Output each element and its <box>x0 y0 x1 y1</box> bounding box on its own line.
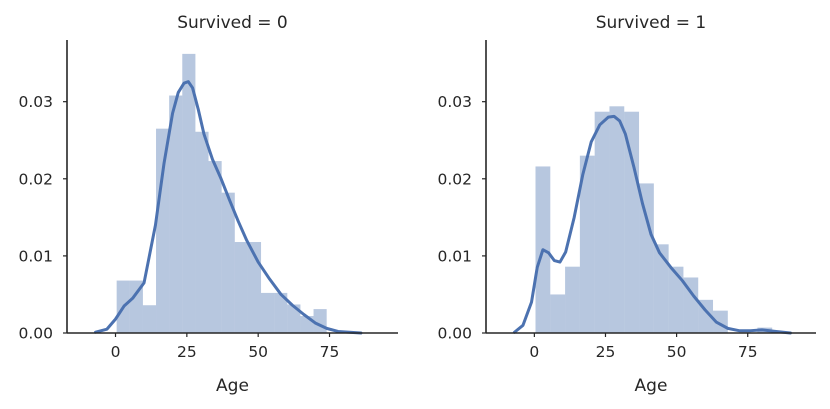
histogram-bar <box>639 183 654 333</box>
histogram-bar <box>221 192 235 333</box>
histogram-bar <box>208 161 222 333</box>
histogram-bar <box>624 111 640 334</box>
histogram-bar <box>683 277 699 333</box>
histogram-bar <box>653 244 669 333</box>
x-tick-label: 75 <box>320 343 340 361</box>
histogram-bar <box>668 266 684 333</box>
y-tick-label: 0.02 <box>18 170 53 188</box>
y-tick-label: 0.02 <box>437 170 472 188</box>
histogram-bar <box>565 266 580 333</box>
histogram-bar <box>129 280 143 333</box>
y-tick-label: 0.01 <box>437 247 472 265</box>
x-tick-label: 50 <box>248 343 268 361</box>
panel-title: Survived = 0 <box>177 13 288 33</box>
y-tick-label: 0.03 <box>437 93 472 111</box>
x-tick-label: 25 <box>177 343 197 361</box>
x-tick-label: 0 <box>111 343 121 361</box>
y-tick-label: 0.01 <box>18 247 53 265</box>
histogram-bar <box>142 305 157 333</box>
histogram-bar <box>550 294 566 333</box>
histogram-bar <box>609 106 625 333</box>
y-tick-label: 0.00 <box>437 325 472 343</box>
x-tick-label: 75 <box>738 343 758 361</box>
panel-title: Survived = 1 <box>596 13 707 33</box>
histogram-bar <box>156 128 170 333</box>
kde-curve <box>512 114 792 335</box>
histogram-bar <box>234 242 248 333</box>
y-tick-label: 0.03 <box>18 93 53 111</box>
facet-panel-survived-1: 0 25 50 75 0.00 0.01 0.02 0.03 Survived = 1 Age <box>437 13 816 396</box>
kde-curve <box>94 80 363 335</box>
x-tick-label: 25 <box>596 343 616 361</box>
facet-panel-survived-0: 0 25 50 75 0.00 0.01 0.02 0.03 Survived = 0 Age <box>18 13 398 396</box>
x-axis-label: Age <box>216 376 249 396</box>
histogram-bar <box>274 292 288 333</box>
histogram-bar <box>594 111 610 334</box>
x-axis-label: Age <box>635 376 668 396</box>
y-tick-label: 0.00 <box>18 325 53 343</box>
histogram-bar <box>579 155 595 333</box>
histogram-bar <box>182 53 196 333</box>
x-tick-label: 0 <box>529 343 539 361</box>
histogram-bar <box>261 292 275 333</box>
histogram-bar <box>169 95 183 334</box>
histogram-bar <box>313 309 327 333</box>
histogram-bar <box>287 304 301 333</box>
x-tick-label: 50 <box>667 343 687 361</box>
histogram-bar <box>195 131 209 333</box>
histogram-bar <box>247 242 262 333</box>
